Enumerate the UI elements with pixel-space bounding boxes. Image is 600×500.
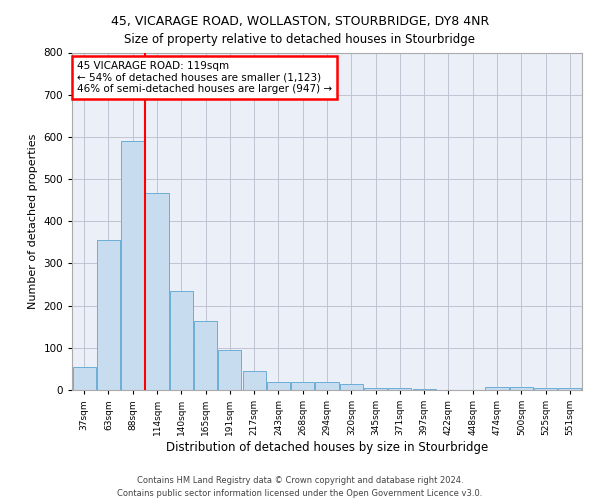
Bar: [145, 192, 169, 390]
Text: Size of property relative to detached houses in Stourbridge: Size of property relative to detached ho…: [125, 32, 476, 46]
Bar: [121, 141, 144, 390]
Text: 45, VICARAGE ROAD, WOLLASTON, STOURBRIDGE, DY8 4NR: 45, VICARAGE ROAD, WOLLASTON, STOURBRIDG…: [111, 15, 489, 28]
Bar: [194, 321, 217, 390]
Text: 45 VICARAGE ROAD: 119sqm
← 54% of detached houses are smaller (1,123)
46% of sem: 45 VICARAGE ROAD: 119sqm ← 54% of detach…: [77, 61, 332, 94]
Bar: [170, 291, 193, 390]
Bar: [97, 240, 120, 390]
Y-axis label: Number of detached properties: Number of detached properties: [28, 134, 38, 309]
Bar: [242, 371, 266, 390]
Bar: [413, 388, 436, 390]
Bar: [291, 382, 314, 390]
Bar: [316, 382, 338, 390]
Text: Contains HM Land Registry data © Crown copyright and database right 2024.
Contai: Contains HM Land Registry data © Crown c…: [118, 476, 482, 498]
Bar: [388, 388, 412, 390]
Bar: [559, 388, 581, 390]
Bar: [534, 388, 557, 390]
Bar: [73, 367, 95, 390]
Bar: [218, 350, 241, 390]
Bar: [364, 388, 387, 390]
Bar: [340, 384, 363, 390]
Bar: [267, 382, 290, 390]
X-axis label: Distribution of detached houses by size in Stourbridge: Distribution of detached houses by size …: [166, 441, 488, 454]
Bar: [510, 386, 533, 390]
Bar: [485, 386, 509, 390]
